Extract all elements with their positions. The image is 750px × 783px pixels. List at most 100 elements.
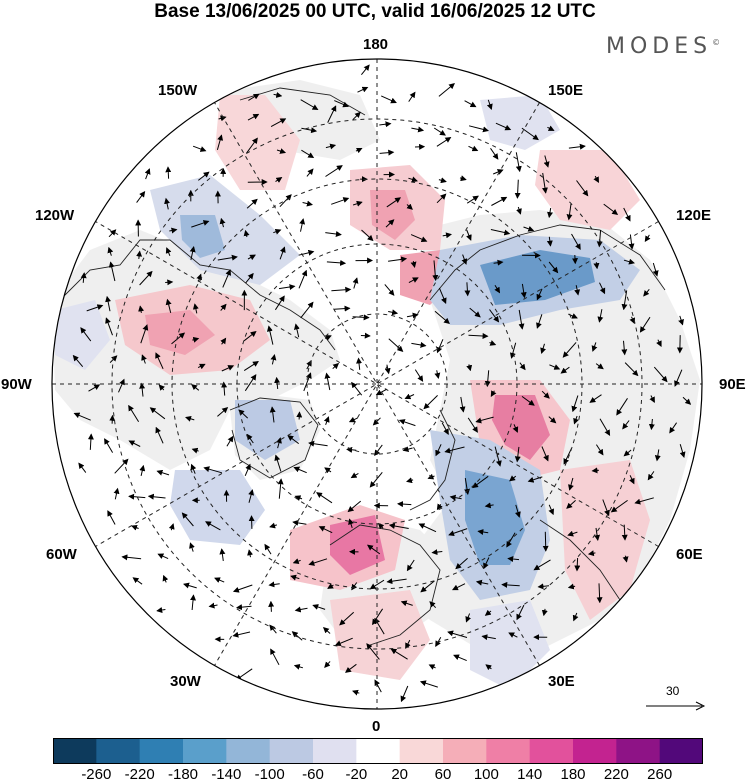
wind-vector (131, 524, 139, 531)
wind-vector (406, 477, 414, 484)
wind-vector (507, 556, 520, 562)
wind-vector (221, 365, 235, 372)
wind-vector (536, 288, 543, 301)
anomaly-negative (480, 95, 560, 150)
wind-vector (352, 277, 359, 289)
wind-vector (181, 512, 194, 527)
wind-vector (537, 583, 550, 590)
wind-vector (459, 396, 466, 413)
wind-vector (438, 287, 447, 305)
wind-vector (268, 600, 275, 612)
wind-vector (384, 284, 395, 296)
wind-vector (348, 416, 358, 423)
wind-vector (197, 363, 206, 370)
wind-vector (205, 521, 221, 531)
wind-vector (547, 125, 555, 131)
wind-vector (468, 125, 489, 133)
wind-vector (274, 295, 285, 311)
wind-vector (276, 437, 282, 449)
wind-vector (214, 577, 225, 583)
wind-vector (475, 416, 494, 424)
wind-vector (361, 229, 374, 242)
wind-vector (171, 332, 186, 345)
wind-vector (674, 369, 683, 387)
wind-vector (232, 584, 253, 593)
wind-vector (292, 558, 301, 564)
colorbar-swatch (139, 738, 184, 764)
wind-vector (428, 664, 436, 670)
wind-vector (679, 444, 686, 458)
wind-vector (300, 301, 314, 319)
wind-vector (266, 325, 274, 345)
wind-vector (326, 259, 347, 266)
wind-vector (406, 559, 415, 572)
wind-vector (274, 376, 281, 390)
wind-vector (139, 270, 153, 286)
wind-vector (562, 342, 577, 358)
wind-vector (232, 631, 251, 638)
wind-vector (452, 583, 466, 591)
wind-scale-value: 30 (666, 684, 680, 698)
wind-vector (448, 528, 468, 537)
wind-vector (467, 417, 478, 433)
colorbar-tick-label: -100 (254, 766, 285, 783)
wind-vector (203, 466, 223, 474)
colorbar-tick-label: 100 (473, 766, 499, 783)
wind-vector (162, 574, 169, 583)
wind-vector (334, 637, 353, 646)
wind-vector (406, 203, 413, 210)
wind-vector (132, 577, 143, 585)
anomaly-positive (560, 460, 650, 620)
wind-vector (682, 396, 692, 405)
wind-vector (408, 277, 419, 284)
colorbar-swatch (183, 738, 227, 764)
label-lon-30w: 30W (170, 673, 201, 690)
wind-vector (308, 558, 328, 566)
wind-vector (275, 177, 283, 183)
wind-vector (324, 661, 331, 668)
wind-vector (318, 526, 333, 534)
wind-vector (465, 613, 472, 623)
wind-vector (400, 685, 409, 703)
wind-vector (312, 604, 326, 610)
wind-vector (453, 654, 467, 662)
wind-vector (466, 195, 479, 204)
wind-vector (247, 254, 256, 261)
wind-vector (419, 680, 438, 688)
wind-vector (388, 309, 399, 316)
wind-vector (438, 83, 455, 97)
wind-vector (331, 286, 352, 293)
wind-vector (634, 497, 654, 505)
wind-vector (652, 262, 659, 277)
wind-vector (402, 446, 413, 453)
wind-vector (623, 207, 631, 222)
wind-vector (236, 604, 252, 611)
wind-vector (596, 583, 603, 604)
wind-vector (219, 548, 226, 561)
wind-vector (183, 582, 197, 589)
wind-vector (332, 362, 340, 370)
wind-vector (157, 553, 169, 560)
wind-vector (276, 148, 287, 154)
colorbar-swatch (486, 738, 531, 764)
wind-vector (273, 228, 282, 235)
wind-vector (406, 312, 419, 319)
wind-vector (80, 327, 92, 342)
wind-vector (459, 175, 467, 182)
wind-vector (427, 473, 435, 480)
wind-vector (149, 407, 166, 420)
wind-vector (571, 395, 579, 413)
wind-vector (324, 335, 332, 341)
anomaly-negative-strong (480, 250, 595, 305)
wind-vector (244, 374, 257, 392)
colorbar-tick-label: 220 (603, 766, 629, 783)
wind-vector (536, 314, 543, 329)
wind-vector (628, 234, 635, 250)
wind-vector (357, 86, 369, 93)
wind-vector (408, 91, 416, 102)
wind-vector (610, 499, 628, 513)
wind-vector (327, 583, 334, 589)
wind-vector (165, 166, 172, 179)
wind-vector (568, 477, 574, 491)
wind-vector (509, 342, 517, 359)
